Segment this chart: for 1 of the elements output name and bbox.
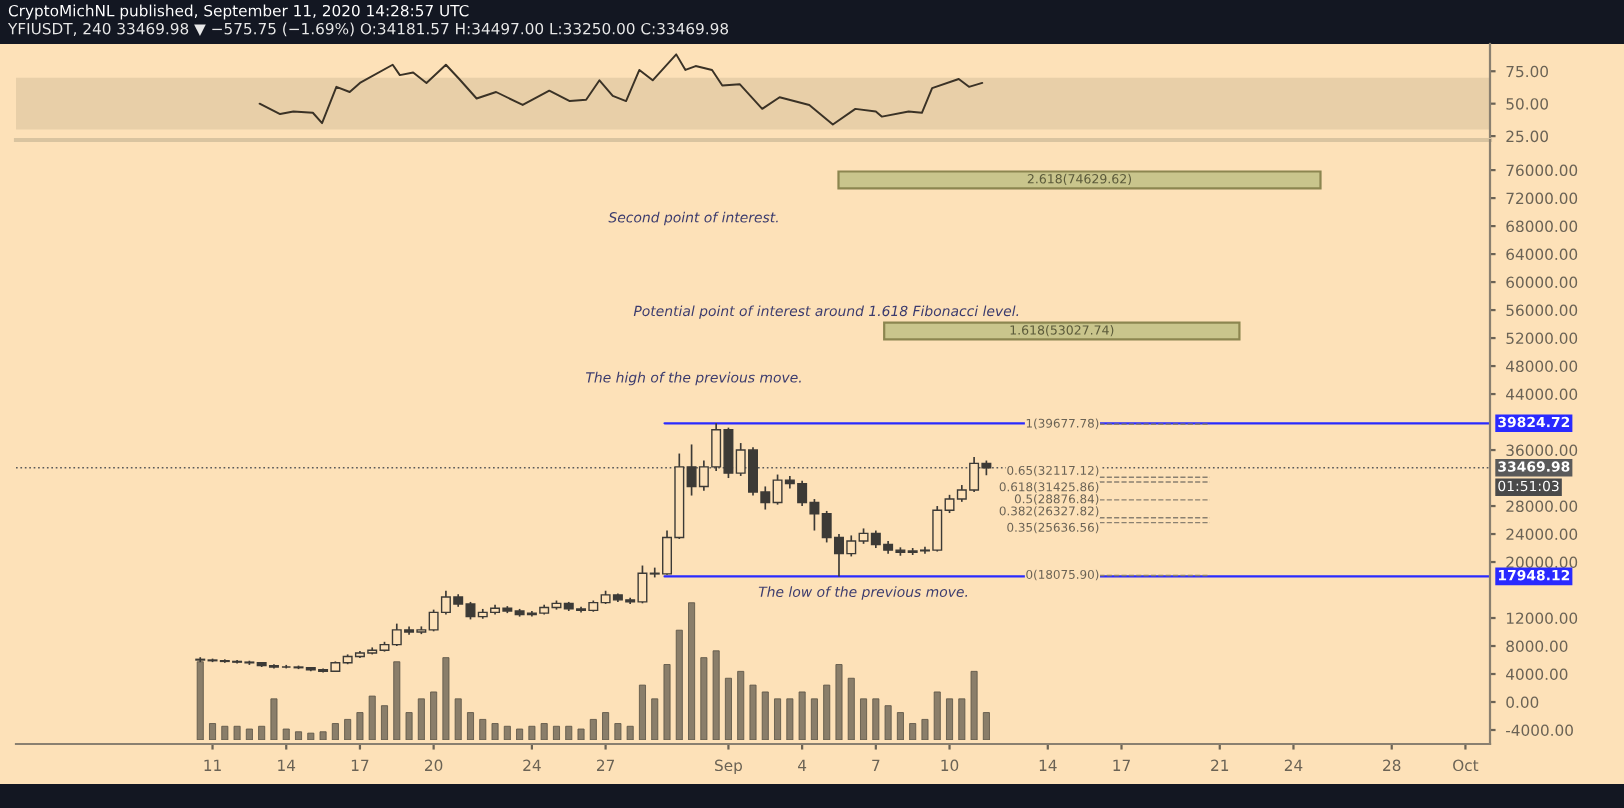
line-series [258, 53, 984, 126]
